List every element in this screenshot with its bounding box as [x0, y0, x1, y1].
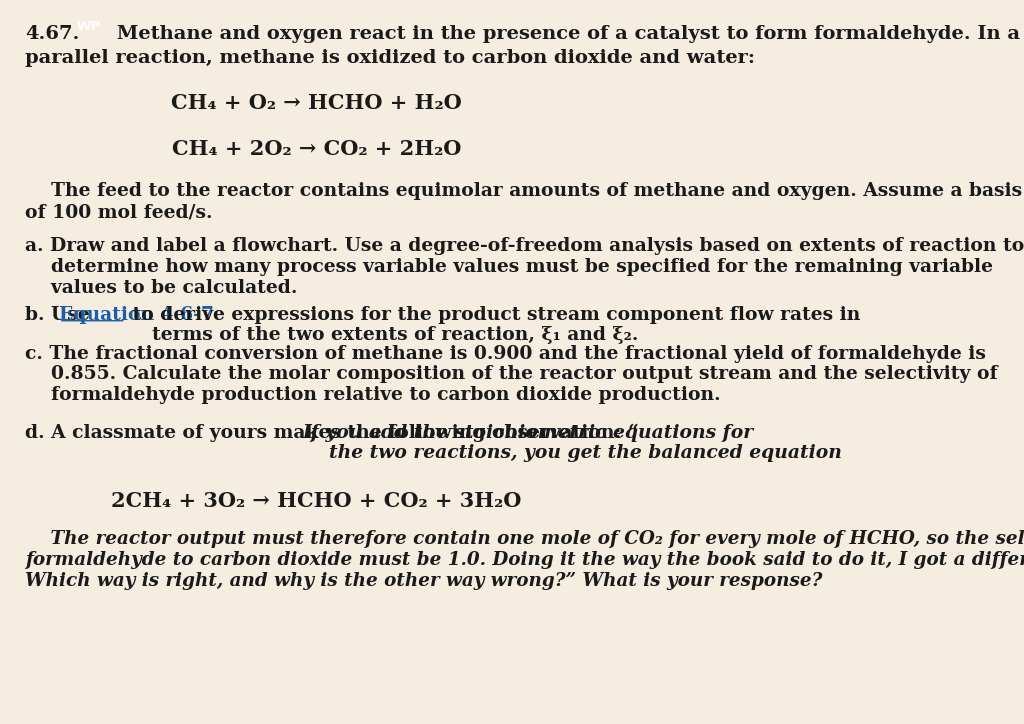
Text: CH₄ + O₂ → HCHO + H₂O: CH₄ + O₂ → HCHO + H₂O	[171, 93, 462, 113]
Text: c. The fractional conversion of methane is 0.900 and the fractional yield of for: c. The fractional conversion of methane …	[26, 345, 998, 404]
Text: If you add the stoichiometric equations for
    the two reactions, you get the b: If you add the stoichiometric equations …	[303, 424, 842, 463]
Text: to derive expressions for the product stream component flow rates in
    terms o: to derive expressions for the product st…	[126, 306, 860, 345]
Text: 4.67.: 4.67.	[26, 25, 80, 43]
Text: CH₄ + 2O₂ → CO₂ + 2H₂O: CH₄ + 2O₂ → CO₂ + 2H₂O	[172, 139, 462, 159]
Text: b. Use: b. Use	[26, 306, 96, 324]
Text: d. A classmate of yours makes the following observation: “: d. A classmate of yours makes the follow…	[26, 424, 639, 442]
Text: The reactor output must therefore contain one mole of CO₂ for every mole of HCHO: The reactor output must therefore contai…	[26, 530, 1024, 589]
Text: Equation 4.6-7: Equation 4.6-7	[58, 306, 214, 324]
Text: parallel reaction, methane is oxidized to carbon dioxide and water:: parallel reaction, methane is oxidized t…	[26, 49, 756, 67]
Text: a. Draw and label a flowchart. Use a degree-of-freedom analysis based on extents: a. Draw and label a flowchart. Use a deg…	[26, 237, 1024, 297]
Text: 2CH₄ + 3O₂ → HCHO + CO₂ + 3H₂O: 2CH₄ + 3O₂ → HCHO + CO₂ + 3H₂O	[112, 491, 522, 511]
Text: Methane and oxygen react in the presence of a catalyst to form formaldehyde. In : Methane and oxygen react in the presence…	[110, 25, 1020, 43]
Text: The feed to the reactor contains equimolar amounts of methane and oxygen. Assume: The feed to the reactor contains equimol…	[26, 182, 1022, 222]
